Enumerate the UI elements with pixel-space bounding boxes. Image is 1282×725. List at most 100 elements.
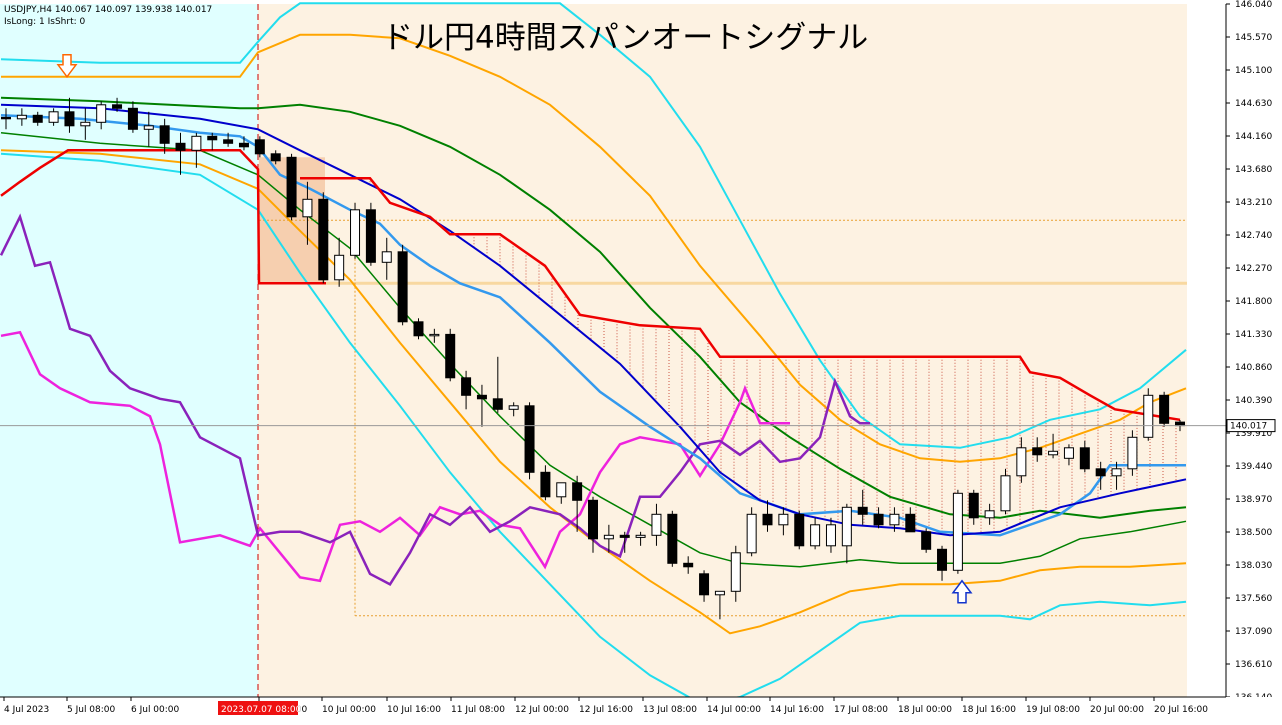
x-tick-label: 14 Jul 16:00 — [770, 705, 824, 715]
candle-body — [80, 121, 91, 127]
candle-body — [32, 114, 43, 123]
candle-body — [683, 562, 694, 568]
candle-body — [476, 394, 487, 400]
upper-cyan-band — [0, 2, 1187, 449]
candle-body — [524, 405, 535, 473]
candle-body — [96, 104, 107, 123]
candle-body — [810, 524, 821, 547]
candle-body — [825, 524, 836, 547]
y-tick-label: 142.740 — [1235, 231, 1272, 241]
candle-body — [64, 111, 75, 127]
candle-body — [397, 251, 408, 323]
chart-title: ドル円4時間スパンオートシグナル — [382, 20, 869, 56]
candle-body — [889, 513, 900, 526]
candle-body — [984, 510, 995, 519]
candle-body — [1, 116, 11, 120]
candle-body — [1175, 421, 1185, 427]
y-tick-label: 143.210 — [1235, 198, 1272, 208]
candle-body — [350, 209, 361, 256]
y-tick-label: 145.100 — [1235, 66, 1272, 76]
y-tick-label: 139.440 — [1235, 462, 1272, 472]
y-tick-label: 138.030 — [1235, 561, 1272, 571]
candle-body — [588, 499, 598, 540]
x-tick-label: 20 Jul 00:00 — [1090, 705, 1144, 715]
candle-body — [762, 513, 773, 526]
candle-body — [175, 142, 186, 151]
candle-body — [921, 531, 932, 550]
candle-body — [619, 534, 630, 538]
candle-body — [159, 125, 170, 144]
candle-body — [572, 482, 583, 501]
candle-body — [1063, 447, 1074, 459]
candle-body — [286, 156, 297, 218]
flags-line: IsLong: 1 IsShrt: 0 — [4, 17, 86, 27]
candle-body — [191, 135, 202, 151]
candle-body — [429, 333, 440, 337]
y-tick-label: 137.560 — [1235, 594, 1272, 604]
x-tick-label: 10 Jul 00:00 — [322, 705, 376, 715]
y-tick-label: 138.970 — [1235, 495, 1272, 505]
right-margin-bg — [1187, 4, 1226, 697]
candle-body — [143, 125, 154, 130]
candle-body — [1159, 394, 1170, 424]
candle-body — [270, 153, 281, 162]
candle-body — [381, 251, 392, 263]
x-tick-label: 12 Jul 00:00 — [515, 705, 569, 715]
blue-line — [0, 103, 1187, 537]
candle-body — [1048, 450, 1059, 456]
y-tick-label: 137.090 — [1235, 627, 1272, 637]
candle-body — [873, 513, 884, 526]
candle-body — [445, 333, 456, 379]
highlight-date-badge — [218, 701, 298, 715]
y-tick-label: 141.330 — [1235, 330, 1272, 340]
candle-body — [937, 548, 948, 571]
candle-body — [16, 114, 27, 120]
lower-orange-band — [0, 149, 1187, 635]
current-price-label: 140.017 — [1230, 422, 1267, 432]
candle-body — [1079, 447, 1090, 470]
candle-body — [48, 111, 59, 123]
y-tick-label: 138.500 — [1235, 528, 1272, 538]
candle-body — [318, 198, 329, 281]
candle-body — [968, 492, 979, 519]
candle-body — [127, 107, 138, 130]
x-tick-label: 11 Jul 08:00 — [451, 705, 505, 715]
candle-body — [223, 139, 234, 144]
candle-body — [778, 513, 789, 526]
candle-body — [746, 513, 757, 554]
x-tick-label: 19 Jul 08:00 — [1026, 705, 1080, 715]
candle-body — [365, 209, 376, 263]
future-region-bg — [258, 4, 1187, 697]
middle-green-line — [0, 132, 1187, 568]
x-tick-label: 5 Jul 08:00 — [67, 705, 116, 715]
candle-body — [905, 513, 916, 533]
candle-body — [254, 139, 265, 155]
candle-body — [413, 321, 424, 337]
candle-body — [112, 104, 123, 109]
x-tick-label: 4 Jul 2023 — [4, 705, 49, 715]
candle-body — [556, 482, 567, 498]
highlight-date-label: 2023.07.07 08:00 — [221, 705, 302, 715]
candle-body — [794, 513, 805, 547]
candle-body — [1127, 436, 1138, 470]
current-price-badge — [1226, 419, 1276, 433]
candle-body — [492, 398, 503, 410]
candle-body — [1143, 394, 1154, 438]
candle-body — [207, 135, 218, 141]
candle-body — [508, 405, 519, 410]
y-tick-label: 145.570 — [1235, 33, 1272, 43]
x-axis-bg — [0, 697, 1282, 721]
candle-body — [857, 506, 868, 515]
candle-body — [540, 471, 551, 498]
y-tick-label: 144.630 — [1235, 99, 1272, 109]
x-tick-label: 18 Jul 16:00 — [962, 705, 1016, 715]
y-tick-label: 136.610 — [1235, 660, 1272, 670]
candle-body — [651, 513, 662, 536]
x-tick-label: 6 Jul 00:00 — [131, 705, 180, 715]
candle-body — [1000, 475, 1011, 512]
y-tick-label: 140.860 — [1235, 363, 1272, 373]
candle-body — [699, 573, 710, 596]
upper-green-band — [0, 96, 1187, 519]
